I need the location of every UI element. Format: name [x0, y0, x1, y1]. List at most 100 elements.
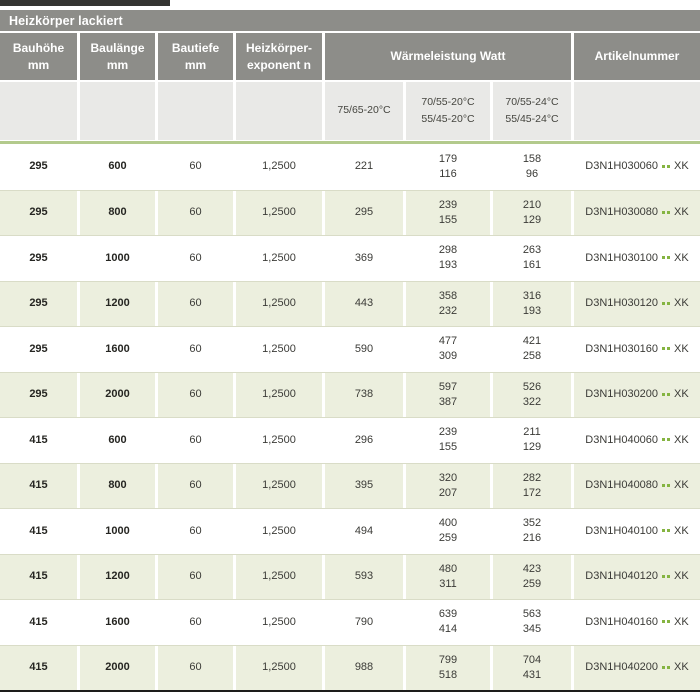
cell-baulaenge: 1000 [80, 509, 158, 554]
cell-baulaenge: 800 [80, 190, 158, 235]
cell-baulaenge: 600 [80, 144, 158, 190]
article-suffix: XK [674, 297, 689, 310]
cell-bauhoehe: 415 [0, 554, 80, 599]
cell-artikelnummer: D3N1H040100 XK [574, 509, 700, 554]
cell-watt-70-55-24: 210 129 [493, 190, 574, 235]
cell-exponent: 1,2500 [236, 327, 325, 372]
watt-value-bottom: 193 [522, 304, 542, 317]
watt-value-top: 263 [522, 244, 542, 257]
watt-value-bottom: 309 [438, 350, 458, 363]
cell-watt-70-55-20: 320 207 [406, 463, 493, 508]
cell-watt-75-65: 738 [325, 372, 406, 417]
table-row: 415 800 60 1,2500 395 320 207 282 172 D3… [0, 462, 700, 508]
cell-bautiefe: 60 [158, 463, 236, 508]
table-row: 415 1000 60 1,2500 494 400 259 352 216 D… [0, 508, 700, 554]
watt-value-bottom: 116 [439, 167, 457, 180]
subheader-70-55-24: 70/55-24°C 55/45-24°C [493, 82, 574, 140]
article-number: D3N1H030160 [585, 342, 659, 355]
cell-watt-70-55-24: 263 161 [493, 236, 574, 281]
table-bottom-border [0, 690, 700, 692]
watt-value-bottom: 161 [522, 259, 542, 272]
cell-exponent: 1,2500 [236, 372, 325, 417]
subheader-empty [80, 82, 158, 140]
table-row: 415 1600 60 1,2500 790 639 414 563 345 D… [0, 599, 700, 645]
cell-exponent: 1,2500 [236, 463, 325, 508]
article-suffix: XK [674, 160, 689, 173]
table-row: 295 1000 60 1,2500 369 298 193 263 161 D… [0, 235, 700, 281]
watt-value-top: 799 [438, 653, 458, 666]
article-number: D3N1H040060 [585, 433, 659, 446]
cell-watt-70-55-20: 799 518 [406, 645, 493, 690]
cell-artikelnummer: D3N1H030200 XK [574, 373, 700, 418]
cell-watt-75-65: 494 [325, 509, 406, 554]
color-code-dots-icon [662, 210, 671, 215]
article-number: D3N1H030200 [585, 388, 659, 401]
cell-watt-70-55-24: 211 129 [493, 418, 574, 463]
cell-bauhoehe: 415 [0, 463, 80, 508]
watt-value-top: 400 [438, 517, 458, 530]
cell-baulaenge: 2000 [80, 372, 158, 417]
cell-artikelnummer: D3N1H030060 XK [574, 144, 700, 190]
cell-watt-70-55-24: 704 431 [493, 645, 574, 690]
cell-watt-70-55-24: 421 258 [493, 327, 574, 372]
cell-watt-70-55-20: 358 232 [406, 281, 493, 326]
watt-value-bottom: 129 [522, 441, 542, 454]
watt-value-top: 421 [522, 335, 542, 348]
color-code-dots-icon [662, 620, 671, 624]
watt-value-top: 239 [438, 426, 458, 439]
cell-watt-70-55-20: 480 311 [406, 554, 493, 599]
subheader-empty [0, 82, 80, 140]
cell-watt-75-65: 221 [325, 144, 406, 190]
cell-watt-75-65: 295 [325, 190, 406, 235]
article-number: D3N1H040080 [585, 479, 659, 492]
table-row: 415 600 60 1,2500 296 239 155 211 129 D3… [0, 417, 700, 463]
color-code-dots-icon [662, 347, 671, 351]
watt-value-bottom: 345 [522, 623, 542, 636]
article-number: D3N1H040100 [585, 524, 659, 537]
cell-artikelnummer: D3N1H040120 XK [574, 555, 700, 600]
article-suffix: XK [674, 342, 689, 355]
watt-value-bottom: 129 [522, 213, 542, 226]
cell-watt-75-65: 443 [325, 281, 406, 326]
col-header-baulaenge: Baulänge mm [80, 33, 158, 80]
watt-value-top: 480 [438, 562, 458, 575]
watt-value-top: 282 [522, 471, 542, 484]
cell-bauhoehe: 295 [0, 327, 80, 372]
col-header-artikelnummer: Artikelnummer [574, 33, 700, 80]
cell-bautiefe: 60 [158, 509, 236, 554]
article-number: D3N1H040120 [585, 570, 659, 583]
cell-bautiefe: 60 [158, 600, 236, 645]
cell-bautiefe: 60 [158, 281, 236, 326]
color-code-dots-icon [662, 438, 671, 442]
cell-bauhoehe: 295 [0, 372, 80, 417]
cell-bauhoehe: 415 [0, 418, 80, 463]
watt-value-top: 211 [523, 426, 541, 439]
cell-exponent: 1,2500 [236, 144, 325, 190]
cell-bautiefe: 60 [158, 236, 236, 281]
table-row: 415 1200 60 1,2500 593 480 311 423 259 D… [0, 553, 700, 600]
cell-baulaenge: 1200 [80, 281, 158, 326]
watt-value-bottom: 193 [438, 259, 458, 272]
watt-value-top: 210 [522, 198, 542, 211]
watt-value-bottom: 96 [525, 167, 539, 180]
cell-bauhoehe: 295 [0, 144, 80, 190]
color-code-dots-icon [662, 164, 671, 169]
watt-value-bottom: 216 [522, 532, 542, 545]
cell-bauhoehe: 295 [0, 281, 80, 326]
table-body: 295 600 60 1,2500 221 179 116 158 96 D3N… [0, 144, 700, 690]
color-code-dots-icon [662, 665, 671, 670]
table-title: Heizkörper lackiert [0, 10, 700, 31]
article-number: D3N1H040200 [585, 661, 659, 674]
cell-watt-75-65: 988 [325, 645, 406, 690]
cell-baulaenge: 1200 [80, 554, 158, 599]
article-number: D3N1H030100 [585, 251, 659, 264]
watt-value-top: 477 [438, 335, 458, 348]
cell-exponent: 1,2500 [236, 509, 325, 554]
col-header-waermeleistung: Wärmeleistung Watt [325, 33, 574, 80]
cell-artikelnummer: D3N1H030120 XK [574, 282, 700, 327]
watt-value-bottom: 311 [439, 577, 457, 590]
table-row: 295 1600 60 1,2500 590 477 309 421 258 D… [0, 326, 700, 372]
cell-watt-70-55-24: 158 96 [493, 144, 574, 190]
cell-bautiefe: 60 [158, 554, 236, 599]
spec-table: Heizkörper lackiert Bauhöhe mm Baulänge … [0, 10, 700, 692]
